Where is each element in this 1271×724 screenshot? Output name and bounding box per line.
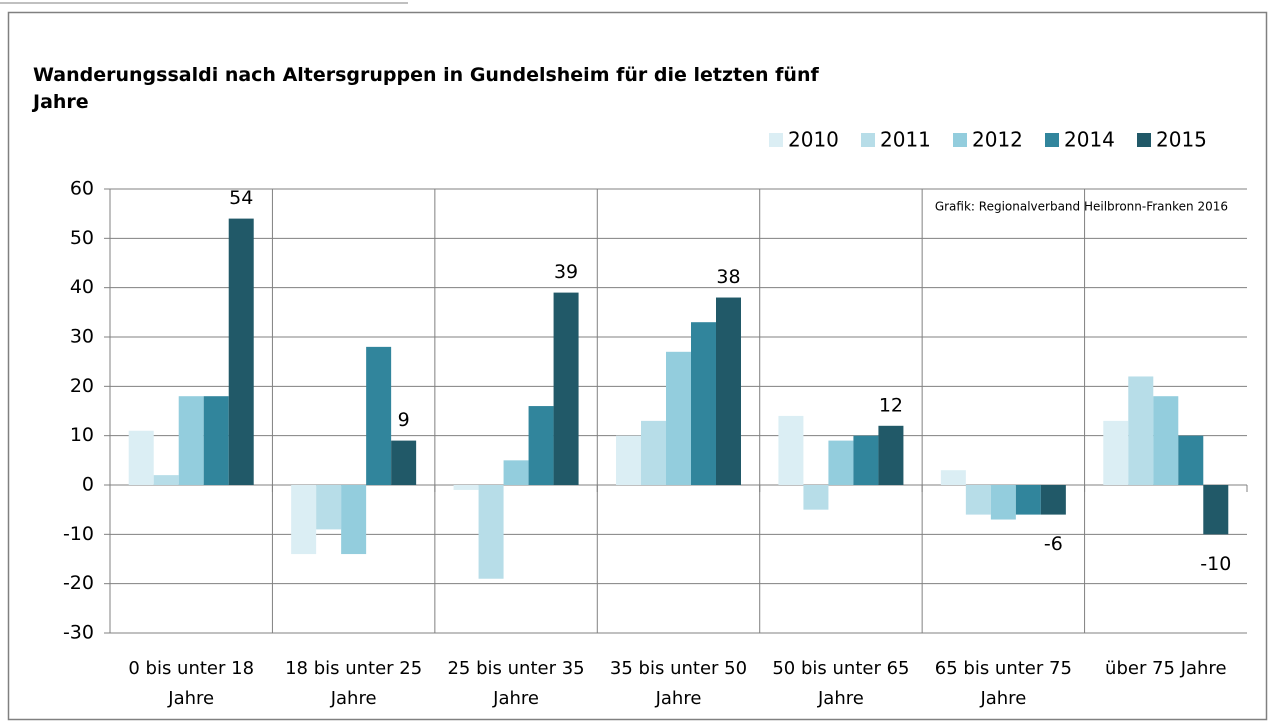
y-tick-label: -10 [63, 523, 94, 545]
legend-label: 2014 [1064, 128, 1115, 152]
chart-title: Wanderungssaldi nach Altersgruppen in Gu… [33, 64, 819, 113]
bar [1203, 485, 1229, 535]
source-note: Grafik: Regionalverband Heilbronn-Franke… [935, 200, 1228, 214]
y-tick-label: 0 [82, 474, 94, 496]
bar [478, 485, 504, 579]
bar [178, 396, 204, 485]
legend-swatch [953, 133, 967, 147]
y-tick-label: 10 [70, 424, 94, 446]
legend-label: 2012 [972, 128, 1023, 152]
bar [965, 485, 991, 515]
bar [853, 435, 879, 485]
legend-swatch [769, 133, 783, 147]
y-tick-label: -30 [63, 622, 94, 644]
y-tick-label: 40 [70, 276, 94, 298]
bar [528, 406, 554, 485]
bar [691, 322, 716, 485]
bar [666, 351, 691, 485]
bar [616, 435, 641, 485]
x-tick-label: 50 bis unter 65 Jahre [772, 658, 910, 709]
legend-swatch [861, 133, 875, 147]
bar [366, 346, 392, 485]
legend-swatch [1045, 133, 1059, 147]
bar [503, 460, 529, 485]
bar [128, 430, 154, 485]
bar [716, 297, 741, 485]
x-tick-label: 18 bis unter 25 Jahre [285, 658, 423, 709]
bar [291, 485, 317, 555]
bar [228, 218, 254, 485]
x-tick-label: 65 bis unter 75 Jahre [934, 658, 1072, 709]
data-label: 12 [879, 394, 903, 416]
bar [203, 396, 229, 485]
y-tick-label: 20 [70, 375, 94, 397]
data-label: -10 [1200, 553, 1231, 575]
bar [553, 292, 579, 485]
legend-label: 2010 [788, 128, 839, 152]
data-label: -6 [1044, 533, 1063, 555]
bar [1015, 485, 1041, 515]
bar [940, 470, 966, 485]
legend-label: 2011 [880, 128, 931, 152]
bar [341, 485, 367, 555]
legend-swatch [1137, 133, 1151, 147]
bar [778, 415, 804, 485]
bar [878, 425, 904, 485]
data-label: 9 [398, 409, 410, 431]
bar [641, 420, 666, 485]
bar [1103, 420, 1129, 485]
bar [828, 440, 854, 485]
bar [1178, 435, 1204, 485]
bar [1128, 376, 1154, 485]
legend-label: 2015 [1156, 128, 1207, 152]
x-tick-label: 35 bis unter 50 Jahre [609, 658, 748, 709]
y-tick-label: 60 [70, 178, 94, 200]
bar [453, 485, 479, 490]
bar [316, 485, 342, 530]
y-tick-label: -20 [63, 572, 94, 594]
data-label: 39 [554, 261, 578, 283]
bar [153, 475, 179, 485]
y-tick-label: 50 [70, 227, 94, 249]
data-label: 38 [716, 266, 740, 288]
x-tick-label: 0 bis unter 18 Jahre [128, 658, 255, 709]
data-label: 54 [229, 187, 253, 209]
y-tick-label: 30 [70, 326, 94, 348]
bar [1040, 485, 1066, 515]
bar [391, 440, 417, 485]
x-tick-label: 25 bis unter 35 Jahre [447, 658, 585, 709]
frame [7, 11, 1268, 721]
bar [1153, 396, 1179, 485]
bar [990, 485, 1016, 520]
bar [803, 485, 829, 510]
x-tick-label: über 75 Jahre [1105, 658, 1227, 679]
